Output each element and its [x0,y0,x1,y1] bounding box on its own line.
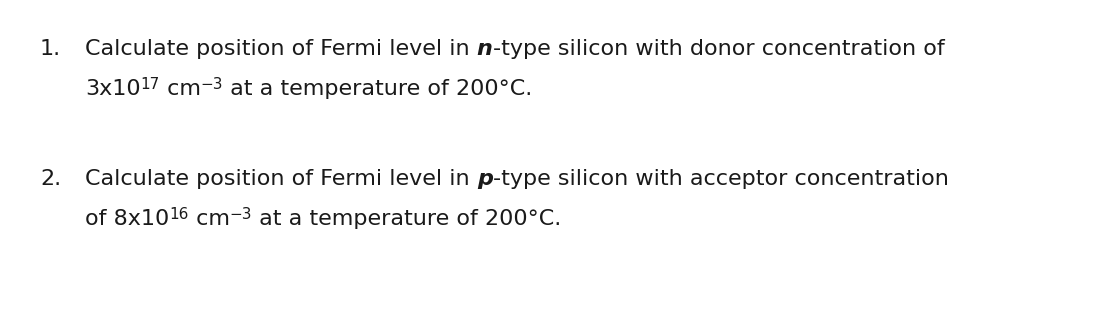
Text: at a temperature of 200°C.: at a temperature of 200°C. [224,79,533,99]
Text: 16: 16 [169,207,189,222]
Text: cm: cm [160,79,201,99]
Text: Calculate position of Fermi level in: Calculate position of Fermi level in [85,39,477,59]
Text: p: p [477,169,492,189]
Text: of 8x10: of 8x10 [85,209,169,229]
Text: 17: 17 [140,77,160,92]
Text: −3: −3 [230,207,252,222]
Text: -type silicon with acceptor concentration: -type silicon with acceptor concentratio… [492,169,948,189]
Text: 3x10: 3x10 [85,79,140,99]
Text: 1.: 1. [39,39,61,59]
Text: at a temperature of 200°C.: at a temperature of 200°C. [252,209,561,229]
Text: -type silicon with donor concentration of: -type silicon with donor concentration o… [492,39,945,59]
Text: n: n [477,39,492,59]
Text: 2.: 2. [39,169,61,189]
Text: −3: −3 [201,77,224,92]
Text: Calculate position of Fermi level in: Calculate position of Fermi level in [85,169,477,189]
Text: cm: cm [189,209,230,229]
